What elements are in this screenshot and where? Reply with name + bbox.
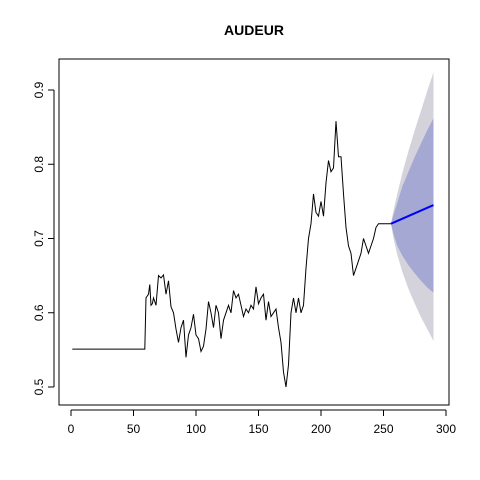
chart-title: AUDEUR (224, 22, 284, 38)
series-lines (72, 121, 434, 388)
y-tick-label: 0.7 (32, 230, 46, 247)
y-tick-label: 0.8 (32, 156, 46, 173)
y-tick-label: 0.5 (32, 378, 46, 395)
plot-area-frame (58, 58, 450, 406)
history-line (72, 121, 391, 388)
x-tick-label: 300 (436, 422, 456, 436)
forecast-line (390, 204, 434, 225)
x-tick-label: 0 (68, 422, 75, 436)
x-tick-label: 50 (127, 422, 141, 436)
y-tick-label: 0.6 (32, 304, 46, 321)
x-tick-label: 100 (186, 422, 206, 436)
x-tick-label: 150 (248, 422, 268, 436)
forecast-bands (391, 72, 434, 341)
x-axis: 0 50 100 150 200 250 300 (68, 409, 456, 436)
x-tick-label: 200 (311, 422, 331, 436)
y-tick-label: 0.9 (32, 81, 46, 98)
forecast-band-80 (391, 118, 434, 293)
x-tick-label: 250 (373, 422, 393, 436)
y-axis: 0.5 0.6 0.7 0.8 0.9 (32, 81, 55, 395)
